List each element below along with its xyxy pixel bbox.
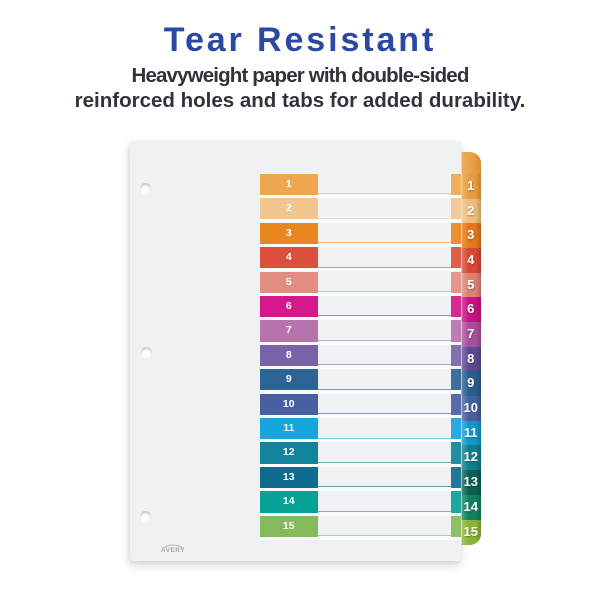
svg-text:AVERY: AVERY [161, 547, 185, 554]
